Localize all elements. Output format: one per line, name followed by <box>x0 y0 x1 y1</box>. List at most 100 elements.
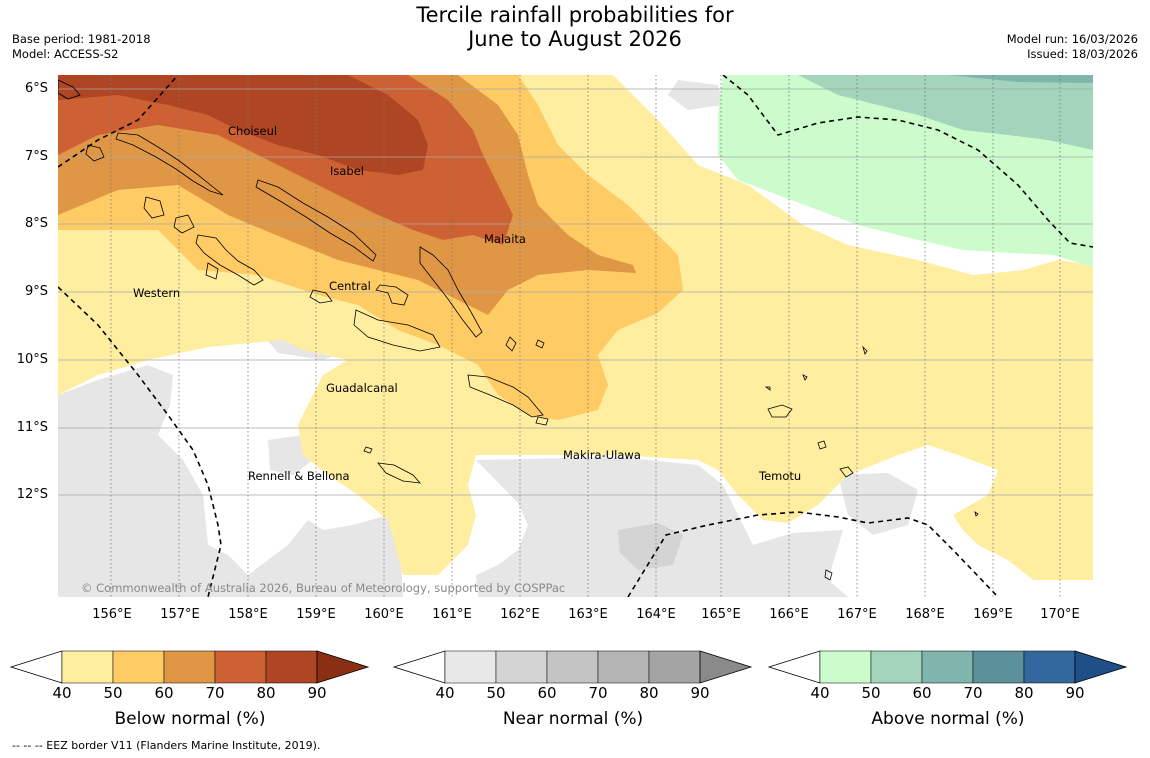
island-anuta <box>824 569 833 581</box>
lat-tick-11s: 11°S <box>16 420 48 435</box>
colorbar-near-segment-40-50 <box>444 650 497 684</box>
colorbar-below-extend-high <box>316 650 370 684</box>
region-label-guadalcanal: Guadalcanal <box>326 381 398 395</box>
island-bougainville-tip <box>58 79 81 100</box>
colorbar-below-label: Below normal (%) <box>114 709 266 729</box>
island-rendova <box>205 262 219 280</box>
colorbar-near-tick-40: 40 <box>435 684 455 702</box>
region-label-isabel: Isabel <box>330 164 364 178</box>
colorbar-below-extend-low <box>10 650 63 684</box>
colorbar-near-tick-60: 60 <box>537 684 557 702</box>
colorbar-above-segment-80-90 <box>1023 650 1076 684</box>
colorbar-near-segment-60-70 <box>546 650 599 684</box>
island-tikopia <box>974 511 979 517</box>
colorbar-near-normal <box>393 650 753 684</box>
colorbar-below-tick-50: 50 <box>103 684 123 702</box>
base-period: Base period: 1981-2018 <box>12 32 151 46</box>
lat-tick-12s: 12°S <box>16 487 48 502</box>
lon-tick-161e: 161°E <box>432 607 472 622</box>
island-reefs-3 <box>862 345 868 355</box>
colorbar-above-segment-60-70 <box>921 650 974 684</box>
lon-tick-160e: 160°E <box>364 607 404 622</box>
meridians <box>110 75 1061 597</box>
island-florida <box>309 289 333 304</box>
eez-borders <box>58 75 1093 597</box>
colorbar-above-label: Above normal (%) <box>871 709 1025 729</box>
colorbar-near-tick-90: 90 <box>690 684 710 702</box>
lon-tick-163e: 163°E <box>568 607 608 622</box>
below-normal-80-90 <box>58 75 428 175</box>
island-ulawa <box>535 416 549 426</box>
colorbar-near-tick-70: 70 <box>588 684 608 702</box>
region-labels: Choiseul Isabel Malaita Central Western … <box>133 124 801 483</box>
colorbar-below-segment-70-80 <box>214 650 267 684</box>
colorbar-below-tick-60: 60 <box>154 684 174 702</box>
island-makira <box>467 374 544 418</box>
colorbar-below-segment-50-60 <box>112 650 165 684</box>
island-santa-cruz <box>767 404 793 418</box>
lat-tick-10s: 10°S <box>16 352 48 367</box>
lon-tick-169e: 169°E <box>973 607 1013 622</box>
colorbar-below-segment-60-70 <box>163 650 216 684</box>
above-normal-60-70 <box>948 75 1093 83</box>
region-label-makira: Makira-Ulawa <box>563 448 641 462</box>
region-label-rennell: Rennell & Bellona <box>248 469 350 483</box>
island-vella-lavella <box>143 196 165 219</box>
island-malaita <box>419 246 483 338</box>
island-isabel <box>255 179 377 262</box>
colorbar-below-segment-80-90 <box>265 650 318 684</box>
lon-tick-157e: 157°E <box>160 607 200 622</box>
islands <box>58 79 979 581</box>
lat-tick-8s: 8°S <box>24 216 48 231</box>
colorbar-near-segment-70-80 <box>597 650 650 684</box>
rainfall-probability-map: Choiseul Isabel Malaita Central Western … <box>58 75 1093 597</box>
region-label-temotu: Temotu <box>758 469 801 483</box>
colorbar-below-tick-70: 70 <box>205 684 225 702</box>
colorbar-below-segment-40-50 <box>61 650 114 684</box>
colorbar-above-segment-50-60 <box>870 650 923 684</box>
colorbar-below-tick-80: 80 <box>256 684 276 702</box>
lon-tick-168e: 168°E <box>905 607 945 622</box>
region-label-central: Central <box>329 279 371 293</box>
colorbar-near-tick-50: 50 <box>486 684 506 702</box>
above-normal-50-60 <box>798 75 1093 150</box>
colorbar-below-tick-90: 90 <box>307 684 327 702</box>
region-label-choiseul: Choiseul <box>228 124 277 138</box>
colorbar-near-extend-low <box>393 650 446 684</box>
colorbar-near-segment-50-60 <box>495 650 548 684</box>
lon-tick-156e: 156°E <box>92 607 132 622</box>
lat-tick-7s: 7°S <box>24 149 48 164</box>
island-bellona <box>363 446 373 454</box>
colorbar-above-extend-low <box>768 650 821 684</box>
island-new-georgia <box>195 234 264 286</box>
island-guadalcanal <box>353 309 441 352</box>
lon-tick-167e: 167°E <box>837 607 877 622</box>
lon-tick-158e: 158°E <box>228 607 268 622</box>
colorbar-above-extend-high <box>1074 650 1128 684</box>
lat-tick-9s: 9°S <box>24 284 48 299</box>
island-utupua <box>839 466 854 478</box>
island-savo <box>375 284 409 306</box>
lon-tick-165e: 165°E <box>701 607 741 622</box>
colorbar-near-label: Near normal (%) <box>502 709 644 729</box>
region-label-western: Western <box>133 286 180 300</box>
island-shortland <box>85 144 105 162</box>
island-choiseul <box>115 132 224 196</box>
chart-title-line2: June to August 2026 <box>468 27 682 51</box>
colorbar-below-tick-40: 40 <box>52 684 72 702</box>
colorbar-above-tick-70: 70 <box>963 684 983 702</box>
island-sikaiana <box>535 339 545 349</box>
lon-tick-162e: 162°E <box>500 607 540 622</box>
colorbar-above-tick-60: 60 <box>912 684 932 702</box>
colorbar-above-segment-40-50 <box>819 650 872 684</box>
colorbar-near-segment-80-90 <box>648 650 701 684</box>
gridlines <box>58 88 1093 496</box>
issued-date: Issued: 18/03/2026 <box>1027 47 1138 61</box>
model-name: Model: ACCESS-S2 <box>12 47 119 61</box>
island-reefs-1 <box>764 386 771 391</box>
colorbar-above-tick-40: 40 <box>810 684 830 702</box>
colorbar-below-normal <box>10 650 370 684</box>
colorbar-above-tick-90: 90 <box>1065 684 1085 702</box>
lon-tick-166e: 166°E <box>769 607 809 622</box>
lon-tick-170e: 170°E <box>1040 607 1080 622</box>
